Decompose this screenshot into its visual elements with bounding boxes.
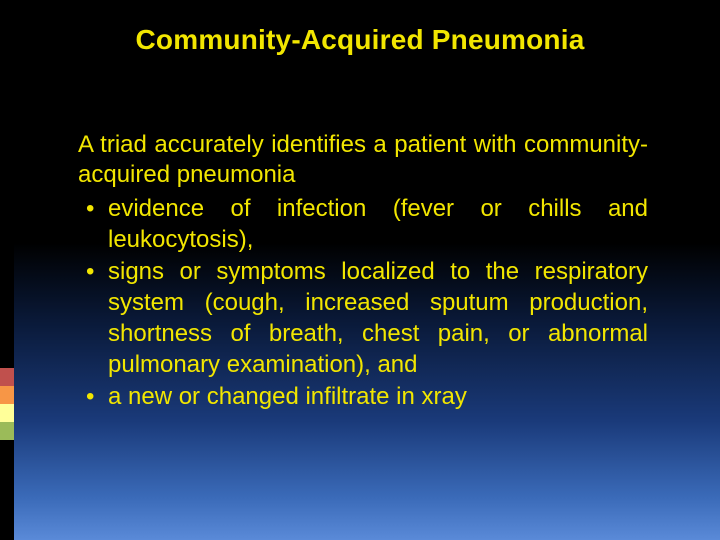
accent-bar <box>0 0 14 540</box>
accent-segment <box>0 440 14 540</box>
list-item: evidence of infection (fever or chills a… <box>78 194 648 255</box>
list-item: signs or symptoms localized to the respi… <box>78 257 648 380</box>
intro-text: A triad accurately identifies a patient … <box>78 130 648 190</box>
slide: Community-Acquired Pneumonia A triad acc… <box>0 0 720 540</box>
accent-segment <box>0 386 14 404</box>
accent-segment <box>0 368 14 386</box>
slide-title: Community-Acquired Pneumonia <box>0 24 720 56</box>
accent-segment <box>0 422 14 440</box>
list-item: a new or changed infiltrate in xray <box>78 382 648 413</box>
accent-segment <box>0 404 14 422</box>
bullet-list: evidence of infection (fever or chills a… <box>78 194 648 415</box>
